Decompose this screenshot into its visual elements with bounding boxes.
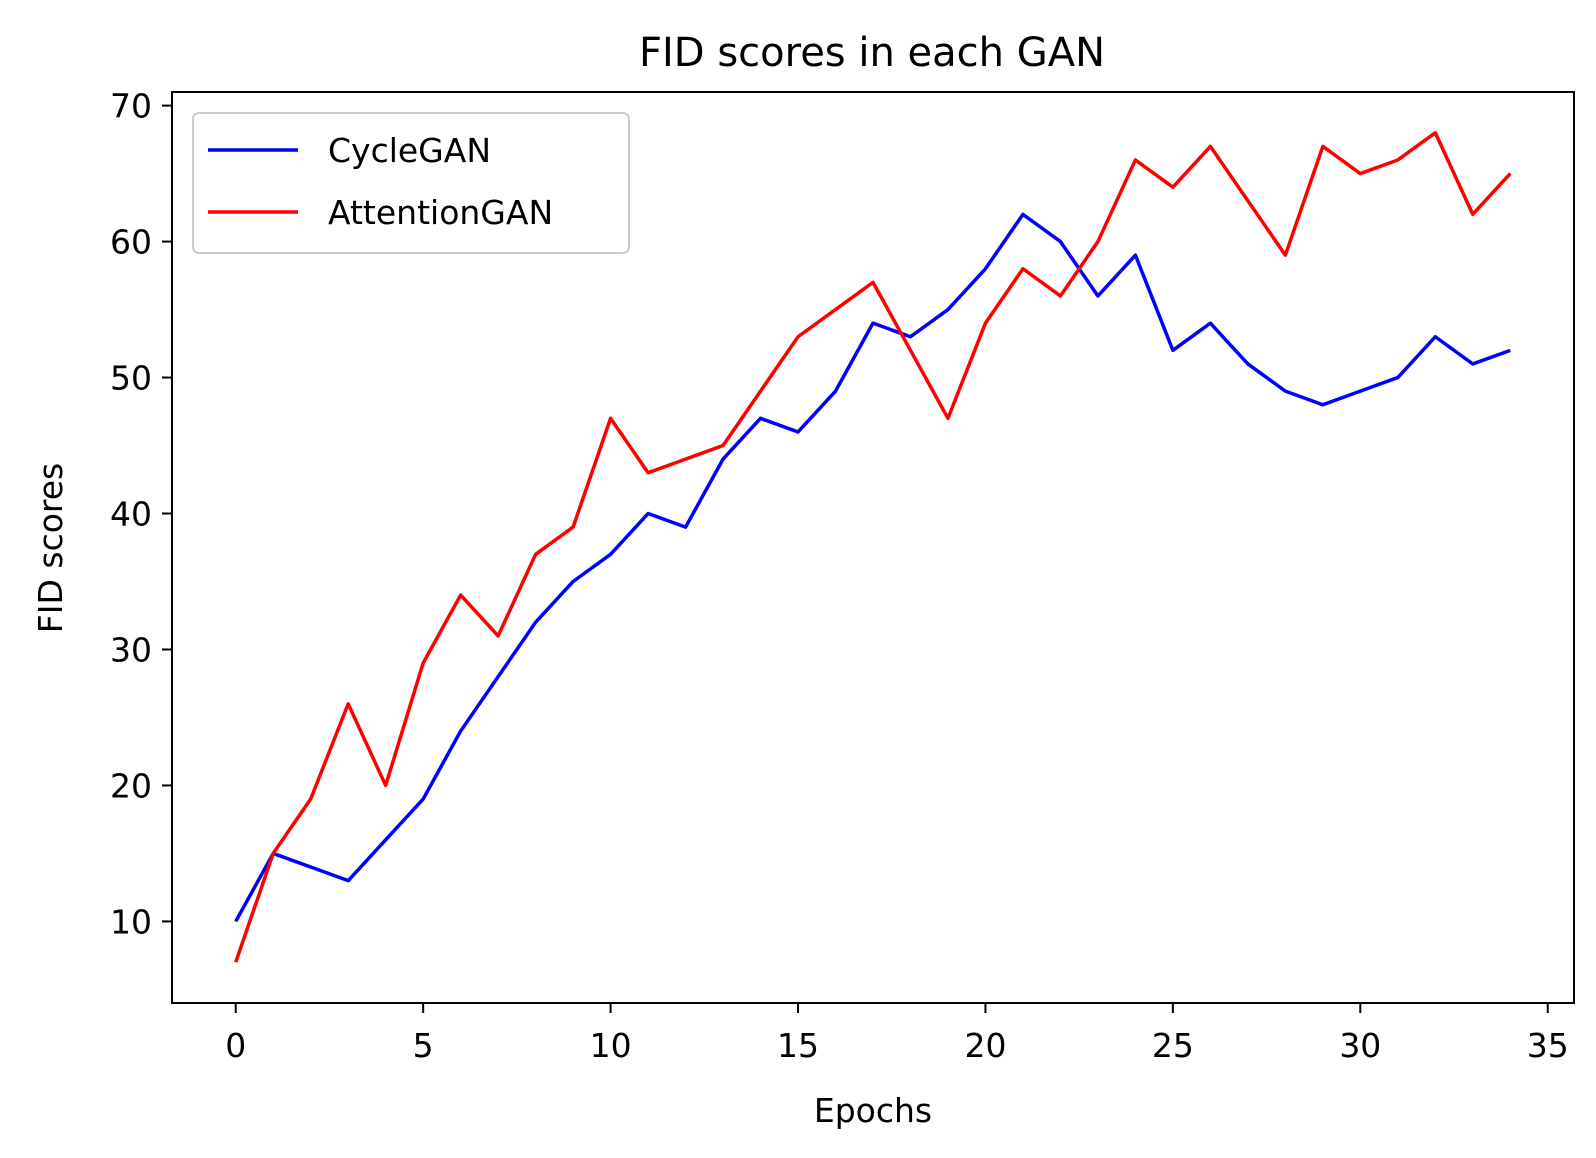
legend: CycleGAN AttentionGAN <box>192 112 630 254</box>
y-tick-label: 10 <box>110 902 152 941</box>
x-axis-label: Epochs <box>814 1091 932 1130</box>
y-tick-label: 40 <box>110 495 152 534</box>
legend-label-attentiongan: AttentionGAN <box>328 193 553 232</box>
y-axis-label: FID scores <box>31 463 70 633</box>
series-line-cyclegan <box>234 212 1511 923</box>
x-tick-label: 25 <box>1152 1026 1194 1065</box>
x-tick-label: 0 <box>225 1026 246 1065</box>
x-tick-label: 5 <box>413 1026 434 1065</box>
y-tick-label: 20 <box>110 766 152 805</box>
series-line-attentiongan <box>234 131 1512 963</box>
y-tick-label: 30 <box>110 630 152 669</box>
x-tick-label: 10 <box>590 1026 632 1065</box>
legend-box <box>192 112 630 254</box>
y-axis-ticks: 10 20 30 40 50 60 70 <box>110 87 172 941</box>
y-tick-label: 60 <box>110 223 152 262</box>
x-axis-ticks: 0 5 10 15 20 25 30 35 <box>225 1003 1569 1065</box>
chart-title: FID scores in each GAN <box>639 30 1105 76</box>
x-tick-label: 35 <box>1527 1026 1569 1065</box>
plot-frame <box>171 91 1575 1004</box>
y-tick-label: 70 <box>110 87 152 126</box>
y-tick-label: 50 <box>110 359 152 398</box>
x-tick-label: 30 <box>1339 1026 1381 1065</box>
x-tick-label: 20 <box>964 1026 1006 1065</box>
x-tick-label: 15 <box>777 1026 819 1065</box>
legend-label-cyclegan: CycleGAN <box>328 131 491 170</box>
series-layer <box>234 131 1512 963</box>
